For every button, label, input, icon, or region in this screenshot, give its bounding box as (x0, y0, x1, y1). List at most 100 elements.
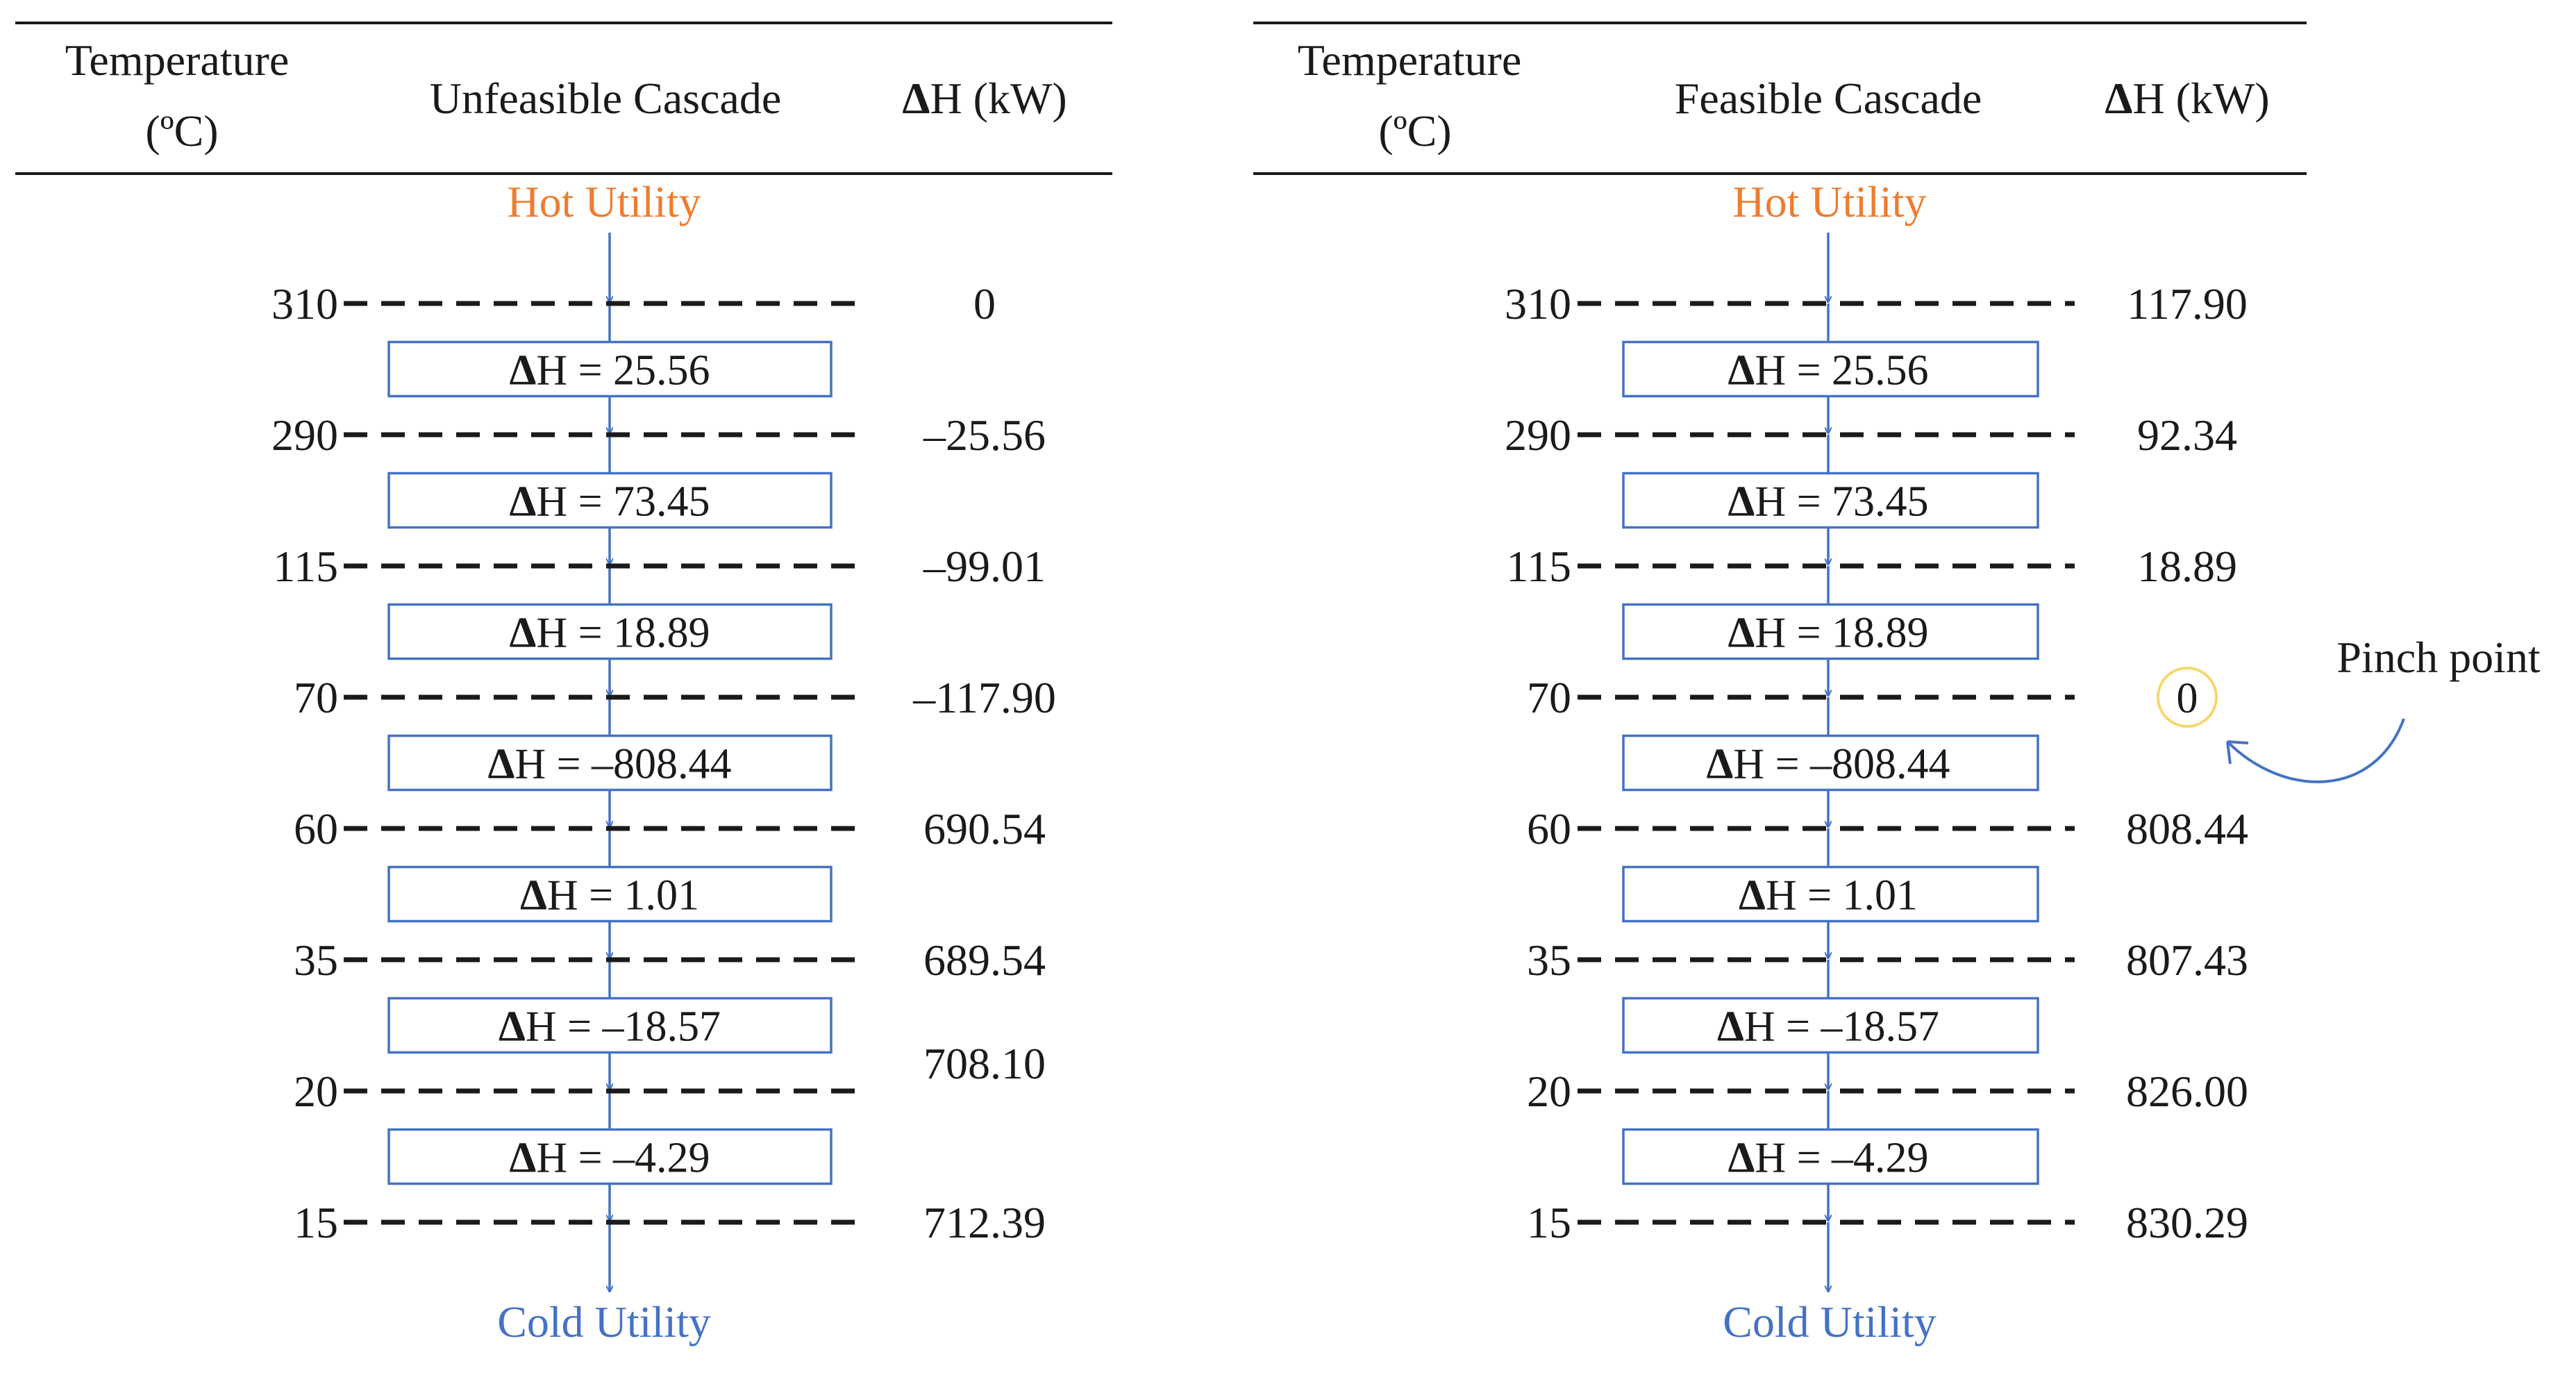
cascade-rows: 310 0 290 –25.56 115 –99.01 70 –117.90 60 690.54 3… (271, 233, 1056, 1292)
header-temperature-label: Temperature (65, 35, 289, 85)
temperature-label: 115 (1506, 542, 1571, 591)
delta-symbol: Δ (1739, 872, 1766, 919)
cascade-rows: 310 117.90 290 92.34 115 18.89 70 60 808.44 35 807… (1505, 233, 2248, 1292)
enthalpy-box (1622, 734, 2039, 792)
delta-symbol: Δ (1728, 610, 1755, 657)
delta-symbol: Δ (902, 74, 930, 123)
enthalpy-value: H = –808.44 (515, 741, 731, 788)
enthalpy-value: H = 73.45 (1755, 478, 1928, 526)
temperature-label: 70 (294, 673, 338, 722)
enthalpy-box (387, 865, 833, 923)
cascade-value: 712.39 (923, 1198, 1046, 1247)
pinch-annotation: 0 Pinch point (2157, 633, 2541, 783)
delta-symbol: Δ (509, 347, 536, 394)
pinch-circle (2157, 667, 2218, 728)
delta-symbol: Δ (1706, 741, 1733, 788)
temperature-label: 70 (1527, 673, 1571, 722)
panel-unfeasible: Temperature (ºC) Unfeasible Cascade ΔH (… (15, 22, 1112, 1347)
enthalpy-box (1622, 865, 2039, 923)
cascade-value: 117.90 (2127, 279, 2248, 328)
temperature-label: 60 (294, 804, 338, 853)
enthalpy-box-label: ΔH = 73.45 (1728, 478, 1928, 526)
pinch-point-label: Pinch point (2336, 633, 2541, 682)
cascade-value: –25.56 (923, 410, 1046, 460)
enthalpy-box (1622, 340, 2039, 398)
header-cascade-title: Unfeasible Cascade (430, 74, 781, 123)
enthalpy-box (387, 472, 833, 529)
enthalpy-value: H = 18.89 (536, 610, 710, 657)
pinch-value: 0 (2177, 675, 2198, 722)
enthalpy-box-label: ΔH = –18.57 (499, 1003, 721, 1051)
panel-feasible: Temperature (ºC) Feasible Cascade ΔH (kW… (1253, 22, 2541, 1347)
header-temperature-unit: (ºC) (145, 106, 218, 156)
temperature-label: 290 (271, 410, 338, 460)
delta-symbol: Δ (509, 1135, 536, 1182)
enthalpy-box (387, 603, 833, 660)
enthalpy-box-label: ΔH = 25.56 (1728, 347, 1928, 394)
cascade-value: 689.54 (923, 935, 1046, 985)
enthalpy-box (387, 734, 833, 792)
cold-utility-label: Cold Utility (497, 1297, 711, 1347)
enthalpy-box-label: ΔH = 1.01 (520, 872, 699, 919)
header-delta-h: ΔH (kW) (2105, 74, 2269, 123)
temperature-label: 15 (294, 1198, 338, 1247)
delta-symbol: Δ (1728, 347, 1755, 394)
cascade-value: 830.29 (2126, 1198, 2248, 1247)
enthalpy-value: H = –18.57 (1744, 1003, 1939, 1051)
enthalpy-box-label: ΔH = –808.44 (487, 741, 731, 788)
delta-symbol: Δ (1717, 1003, 1744, 1051)
cascade-value: 18.89 (2137, 542, 2237, 591)
enthalpy-box (1622, 603, 2039, 660)
enthalpy-value: H = –18.57 (526, 1003, 721, 1051)
header-temperature-unit: (ºC) (1378, 106, 1451, 156)
enthalpy-box-label: ΔH = –18.57 (1717, 1003, 1939, 1051)
temperature-label: 20 (294, 1067, 338, 1116)
enthalpy-value: H = –808.44 (1733, 741, 1950, 788)
pinch-arrow-head (2226, 740, 2249, 765)
cascade-value: 92.34 (2137, 410, 2237, 460)
delta-symbol: Δ (1728, 478, 1755, 526)
enthalpy-value: H = 1.01 (1766, 872, 1918, 919)
enthalpy-box-label: ΔH = 25.56 (509, 347, 710, 394)
enthalpy-box (387, 340, 833, 398)
header-temperature-label: Temperature (1298, 35, 1521, 85)
enthalpy-value: H = 73.45 (536, 478, 710, 526)
pinch-curved-arrow (2226, 718, 2405, 783)
enthalpy-value: H = –4.29 (1755, 1135, 1928, 1182)
cascade-value: 708.10 (923, 1039, 1046, 1088)
enthalpy-box-label: ΔH = 18.89 (509, 610, 710, 657)
cascade-value: 0 (973, 279, 996, 328)
enthalpy-box-label: ΔH = –4.29 (509, 1135, 710, 1182)
enthalpy-box-label: ΔH = 73.45 (509, 478, 710, 526)
enthalpy-value: H = 25.56 (536, 347, 710, 394)
dh-unit-label: H (kW) (2132, 74, 2269, 123)
enthalpy-box (1622, 472, 2039, 529)
cascade-value: –117.90 (912, 673, 1056, 722)
enthalpy-box-label: ΔH = 1.01 (1739, 872, 1918, 919)
temperature-label: 60 (1527, 804, 1571, 853)
temperature-label: 35 (294, 935, 338, 985)
enthalpy-value: H = 18.89 (1755, 610, 1928, 657)
enthalpy-value: H = 1.01 (547, 872, 699, 919)
temperature-label: 115 (273, 542, 338, 591)
cascade-value: –99.01 (923, 542, 1046, 591)
cascade-value: 826.00 (2126, 1067, 2248, 1116)
delta-symbol: Δ (509, 610, 536, 657)
enthalpy-box-label: ΔH = –808.44 (1706, 741, 1950, 788)
hot-utility-label: Hot Utility (507, 177, 701, 226)
enthalpy-box (1622, 1128, 2039, 1185)
temperature-label: 310 (1505, 279, 1571, 328)
enthalpy-box-label: ΔH = –4.29 (1728, 1135, 1928, 1182)
cascade-value: 690.54 (923, 804, 1046, 853)
cascade-value: 807.43 (2126, 935, 2248, 985)
cold-utility-label: Cold Utility (1723, 1297, 1937, 1347)
delta-symbol: Δ (1728, 1135, 1755, 1182)
header-delta-h: ΔH (kW) (902, 74, 1067, 123)
enthalpy-box (387, 997, 833, 1054)
temperature-label: 35 (1527, 935, 1571, 985)
dh-unit-label: H (kW) (930, 74, 1067, 123)
temperature-label: 310 (271, 279, 338, 328)
header-cascade-title: Feasible Cascade (1675, 74, 1982, 123)
delta-symbol: Δ (2105, 74, 2132, 123)
